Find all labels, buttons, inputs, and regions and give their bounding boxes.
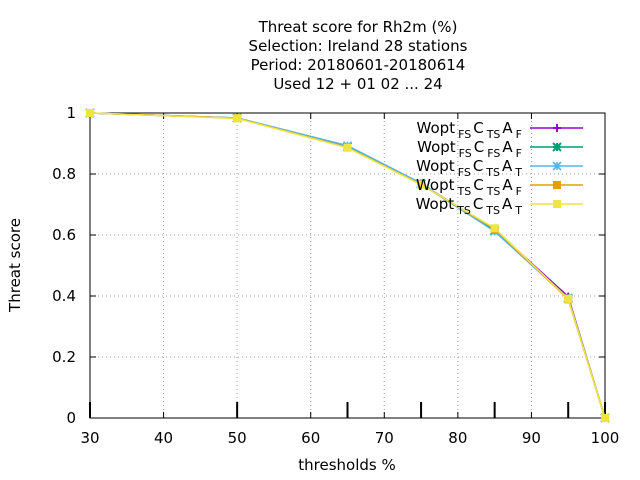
data-point xyxy=(343,143,352,152)
data-point xyxy=(564,294,573,303)
legend-main: C xyxy=(473,119,483,137)
x-tick-label: 70 xyxy=(375,429,394,447)
legend-subscript: F xyxy=(516,128,522,141)
y-tick-label: 0.6 xyxy=(52,226,76,244)
x-tick-label: 90 xyxy=(522,429,541,447)
legend-label: Wopt FS C TS A T xyxy=(416,157,522,179)
title-line: Threat score for Rh2m (%) xyxy=(258,18,458,36)
legend-label: Wopt FS C FS A F xyxy=(417,138,522,160)
series-line xyxy=(89,112,606,419)
x-ticks: 30 40 50 60 70 80 90 100 xyxy=(80,113,619,447)
legend-subscript: FS xyxy=(458,128,471,141)
series-4 xyxy=(86,109,609,422)
legend-main: A xyxy=(502,157,513,175)
legend-label: Wopt TS C TS A F xyxy=(416,176,522,198)
legend-subscript: F xyxy=(516,147,522,160)
legend-label: Wopt TS C TS A T xyxy=(416,195,523,217)
legend-main: Wopt xyxy=(417,138,456,156)
series-line xyxy=(89,112,606,419)
data-point xyxy=(601,414,609,422)
legend-subscript: T xyxy=(514,166,522,179)
x-tick-label: 80 xyxy=(448,429,467,447)
x-tick-label: 50 xyxy=(228,429,247,447)
legend-subscript: TS xyxy=(456,204,471,217)
legend-subscript: F xyxy=(516,185,522,198)
x-axis-label: thresholds % xyxy=(298,456,395,474)
series-1 xyxy=(86,109,609,422)
legend-main: C xyxy=(473,176,483,194)
data-point xyxy=(552,161,562,171)
legend-subscript: T xyxy=(514,204,522,217)
series-line xyxy=(89,112,606,419)
legend-main: Wopt xyxy=(417,119,456,137)
legend-subscript: TS xyxy=(485,166,500,179)
legend-label: Wopt FS C TS A F xyxy=(417,119,522,141)
legend-main: A xyxy=(502,119,513,137)
grid xyxy=(90,113,605,418)
legend-main: A xyxy=(502,195,513,213)
legend-main: C xyxy=(473,195,483,213)
y-ticks: 0 0.2 0.4 0.6 0.8 1 xyxy=(52,104,605,427)
legend-main: C xyxy=(474,138,484,156)
legend-subscript: FS xyxy=(458,166,471,179)
title-line: Selection: Ireland 28 stations xyxy=(249,37,468,55)
data-point xyxy=(490,224,499,233)
y-axis-label: Threat score xyxy=(6,218,24,313)
title-line: Period: 20180601-20180614 xyxy=(251,56,466,74)
legend-subscript: FS xyxy=(487,147,500,160)
series xyxy=(85,108,610,423)
series-2 xyxy=(85,108,610,423)
data-point xyxy=(553,124,561,132)
title-line: Used 12 + 01 02 ... 24 xyxy=(273,75,442,93)
plot-frame xyxy=(89,112,606,419)
threshold-marks xyxy=(89,402,606,418)
legend-subscript: TS xyxy=(486,185,501,198)
y-tick-label: 0.4 xyxy=(52,287,76,305)
data-point xyxy=(233,114,242,123)
legend-subscript: TS xyxy=(486,128,501,141)
legend-subscript: TS xyxy=(457,185,472,198)
data-point xyxy=(553,200,561,208)
legend-main: A xyxy=(502,138,513,156)
x-tick-label: 40 xyxy=(154,429,173,447)
y-tick-label: 0.2 xyxy=(52,348,76,366)
x-tick-label: 30 xyxy=(80,429,99,447)
y-tick-label: 0.8 xyxy=(52,165,76,183)
series-line xyxy=(89,112,606,419)
data-point xyxy=(86,109,94,117)
y-tick-label: 1 xyxy=(66,104,76,122)
series-5 xyxy=(86,109,609,422)
x-tick-label: 60 xyxy=(301,429,320,447)
data-point xyxy=(417,180,426,189)
legend-main: Wopt xyxy=(416,195,455,213)
legend-main: C xyxy=(473,157,483,175)
series-line xyxy=(89,112,606,419)
legend-main: Wopt xyxy=(416,176,455,194)
legend-subscript: TS xyxy=(485,204,500,217)
x-tick-label: 100 xyxy=(591,429,620,447)
legend-subscript: FS xyxy=(459,147,472,160)
chart-title: Threat score for Rh2m (%)Selection: Irel… xyxy=(249,18,468,93)
legend-main: Wopt xyxy=(416,157,455,175)
data-point xyxy=(553,181,561,189)
y-tick-label: 0 xyxy=(66,409,76,427)
series-3 xyxy=(85,108,610,423)
legend-main: A xyxy=(502,176,513,194)
data-point xyxy=(552,142,562,152)
